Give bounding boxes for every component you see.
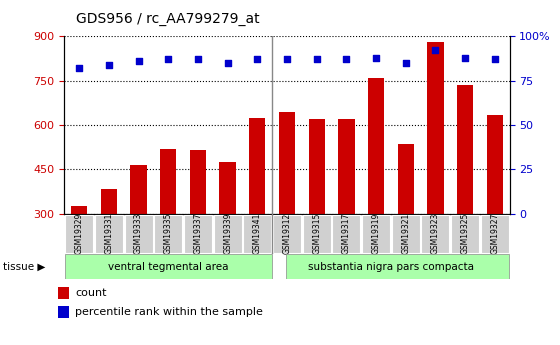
Text: GSM19315: GSM19315 xyxy=(312,213,321,254)
Point xyxy=(491,57,500,62)
Text: GSM19317: GSM19317 xyxy=(342,213,351,254)
Point xyxy=(401,60,410,66)
FancyBboxPatch shape xyxy=(66,215,93,253)
Point xyxy=(372,55,381,60)
Bar xyxy=(71,207,87,303)
Point xyxy=(431,48,440,53)
Text: GSM19327: GSM19327 xyxy=(490,213,500,254)
Bar xyxy=(130,165,147,303)
Text: substantia nigra pars compacta: substantia nigra pars compacta xyxy=(308,262,474,272)
Text: GSM19325: GSM19325 xyxy=(460,213,470,254)
Bar xyxy=(457,85,473,303)
FancyBboxPatch shape xyxy=(451,215,479,253)
Point xyxy=(460,55,469,60)
Bar xyxy=(398,144,414,303)
FancyBboxPatch shape xyxy=(214,215,241,253)
Bar xyxy=(249,118,265,303)
Point xyxy=(223,60,232,66)
Text: GSM19312: GSM19312 xyxy=(282,213,292,254)
Text: ventral tegmental area: ventral tegmental area xyxy=(108,262,228,272)
Text: tissue ▶: tissue ▶ xyxy=(3,262,45,272)
Bar xyxy=(338,119,354,303)
Point xyxy=(282,57,291,62)
FancyBboxPatch shape xyxy=(286,254,509,279)
FancyBboxPatch shape xyxy=(362,215,390,253)
Bar xyxy=(487,115,503,303)
Text: percentile rank within the sample: percentile rank within the sample xyxy=(76,307,263,317)
Bar xyxy=(58,287,69,299)
FancyBboxPatch shape xyxy=(333,215,360,253)
Text: GSM19321: GSM19321 xyxy=(401,213,410,254)
Text: GSM19319: GSM19319 xyxy=(371,213,381,254)
Point xyxy=(312,57,321,62)
Point xyxy=(194,57,203,62)
Text: GSM19329: GSM19329 xyxy=(74,213,84,254)
Point xyxy=(105,62,114,67)
FancyBboxPatch shape xyxy=(303,215,330,253)
Point xyxy=(75,66,84,71)
Bar xyxy=(58,306,69,318)
Text: GSM19339: GSM19339 xyxy=(223,213,232,255)
Bar xyxy=(368,78,384,303)
Bar xyxy=(160,149,176,303)
Bar xyxy=(101,189,117,303)
Point xyxy=(134,58,143,64)
FancyBboxPatch shape xyxy=(125,215,152,253)
FancyBboxPatch shape xyxy=(422,215,449,253)
Text: GSM19341: GSM19341 xyxy=(253,213,262,254)
FancyBboxPatch shape xyxy=(95,215,123,253)
Text: GSM19331: GSM19331 xyxy=(104,213,114,254)
Bar xyxy=(427,42,444,303)
FancyBboxPatch shape xyxy=(155,215,182,253)
Point xyxy=(253,57,262,62)
Text: GSM19337: GSM19337 xyxy=(193,213,203,255)
Bar xyxy=(190,150,206,303)
Text: GDS956 / rc_AA799279_at: GDS956 / rc_AA799279_at xyxy=(76,12,259,26)
FancyBboxPatch shape xyxy=(65,254,272,279)
Text: GSM19323: GSM19323 xyxy=(431,213,440,254)
Point xyxy=(164,57,173,62)
FancyBboxPatch shape xyxy=(392,215,419,253)
Text: count: count xyxy=(76,288,107,298)
FancyBboxPatch shape xyxy=(273,215,301,253)
FancyBboxPatch shape xyxy=(184,215,212,253)
Point xyxy=(342,57,351,62)
Bar xyxy=(279,112,295,303)
Text: GSM19335: GSM19335 xyxy=(164,213,173,255)
FancyBboxPatch shape xyxy=(244,215,271,253)
Bar xyxy=(220,162,236,303)
Text: GSM19333: GSM19333 xyxy=(134,213,143,255)
Bar xyxy=(309,119,325,303)
FancyBboxPatch shape xyxy=(481,215,508,253)
